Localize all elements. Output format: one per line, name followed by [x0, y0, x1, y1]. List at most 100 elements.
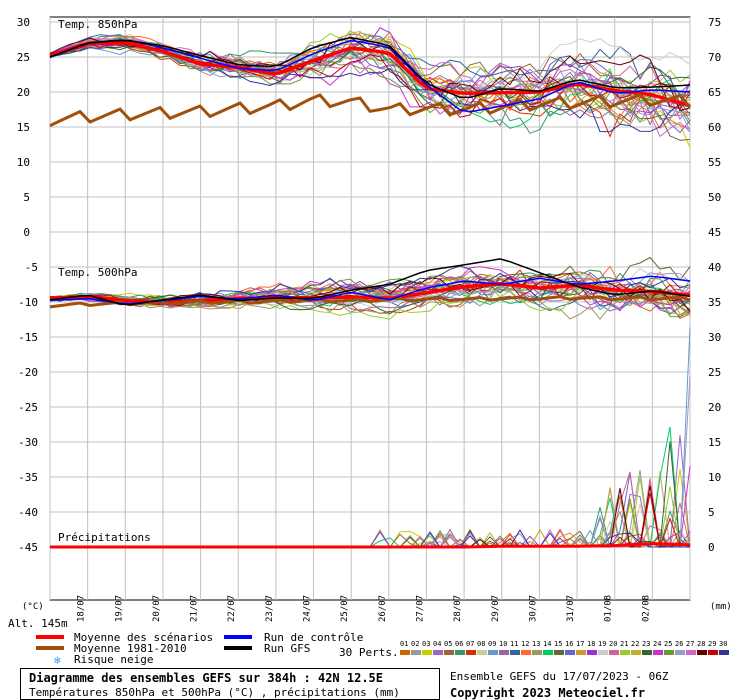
legend-mean-climo: Moyenne 1981-2010 — [74, 642, 187, 655]
perturbation-line — [49, 43, 691, 133]
pert-number: 25 — [664, 640, 672, 648]
t850-panel-label: Temp. 850hPa — [58, 18, 137, 31]
bottom-right-tick: 20 — [708, 401, 721, 414]
pert-swatch — [499, 650, 509, 655]
pert-number: 20 — [609, 640, 617, 648]
bottom-right-tick: 10 — [708, 471, 721, 484]
top-left-tick: 10 — [17, 156, 30, 169]
gfs-run-line — [49, 258, 691, 306]
bottom-left-tick: -45 — [18, 541, 38, 554]
pert-swatch — [642, 650, 652, 655]
bottom-right-tick: 40 — [708, 261, 721, 274]
pert-number: 23 — [642, 640, 650, 648]
x-tick-label: 24/07 — [303, 595, 313, 622]
top-left-tick: 0 — [23, 226, 30, 239]
bottom-right-tick: 0 — [708, 541, 715, 554]
pert-swatch — [543, 650, 553, 655]
x-tick-label: 20/07 — [152, 595, 162, 622]
series-lines — [49, 36, 692, 549]
snowflake-icon: ❄ — [54, 654, 61, 667]
pert-swatch — [554, 650, 564, 655]
title-box: Diagramme des ensembles GEFS sur 384h : … — [20, 668, 440, 700]
top-left-tick: 25 — [17, 51, 30, 64]
right-unit-label: (mm) — [710, 602, 732, 612]
x-tick-label: 21/07 — [190, 595, 200, 622]
pert-swatch — [532, 650, 542, 655]
precip-mean-line — [50, 541, 691, 549]
legend-control-run: Run de contrôle — [264, 631, 363, 644]
pert-number: 26 — [675, 640, 683, 648]
pert-swatch — [653, 650, 663, 655]
pert-number: 24 — [653, 640, 661, 648]
bottom-left-tick: -25 — [18, 401, 38, 414]
bottom-right-tick: 15 — [708, 436, 721, 449]
perturbation-line — [49, 283, 691, 320]
perturbation-legend: 01 02 03 04 05 06 07 08 09 10 11 12 13 14 15 16 17 18 19 20… — [400, 640, 729, 655]
pert-swatch — [521, 650, 531, 655]
pert-swatch — [719, 650, 729, 655]
x-tick-label: 02/08 — [641, 595, 651, 622]
copyright: Copyright 2023 Meteociel.fr — [450, 686, 646, 700]
pert-swatch — [466, 650, 476, 655]
x-tick-label: 29/07 — [491, 595, 501, 622]
top-left-tick: 20 — [17, 86, 30, 99]
bottom-left-tick: -40 — [18, 506, 38, 519]
x-tick-label: 28/07 — [453, 595, 463, 622]
x-tick-label: 01/08 — [604, 595, 614, 622]
pert-swatch — [477, 650, 487, 655]
pert-swatch — [433, 650, 443, 655]
pert-swatch — [598, 650, 608, 655]
pert-swatch — [697, 650, 707, 655]
top-left-tick: 30 — [17, 16, 30, 29]
precip-panel-label: Précipitations — [58, 531, 151, 544]
t500-panel-label: Temp. 500hPa — [58, 266, 137, 279]
pert-swatch — [576, 650, 586, 655]
bottom-left-tick: -35 — [18, 471, 38, 484]
pert-number: 13 — [532, 640, 540, 648]
x-tick-label: 26/07 — [378, 595, 388, 622]
pert-number: 01 — [400, 640, 408, 648]
legend-perts-label: 30 Perts. — [339, 646, 399, 659]
x-tick-label: 23/07 — [265, 595, 275, 622]
pert-number: 18 — [587, 640, 595, 648]
top-left-tick: 15 — [17, 121, 30, 134]
x-tick-label: 30/07 — [528, 595, 538, 622]
left-unit-label: (°C) — [22, 602, 44, 612]
pert-number: 04 — [433, 640, 441, 648]
bottom-left-tick: -30 — [18, 436, 38, 449]
pert-swatch — [510, 650, 520, 655]
perturbation-line — [49, 33, 691, 127]
top-right-tick: 60 — [708, 121, 721, 134]
bottom-right-tick: 25 — [708, 366, 721, 379]
pert-swatch — [631, 650, 641, 655]
legend-mean-scenarios: Moyenne des scénarios — [74, 631, 213, 644]
pert-number: 15 — [554, 640, 562, 648]
altitude-label: Alt. 145m — [8, 617, 68, 630]
x-tick-label: 19/07 — [114, 595, 124, 622]
pert-number: 30 — [719, 640, 727, 648]
axes: 18/07 19/07 20/07 21/07 22/07 23/07 24/07 25/07… — [17, 16, 722, 622]
pert-number: 21 — [620, 640, 628, 648]
pert-number: 17 — [576, 640, 584, 648]
top-right-tick: 55 — [708, 156, 721, 169]
pert-number: 09 — [488, 640, 496, 648]
pert-number: 06 — [455, 640, 463, 648]
pert-swatch — [664, 650, 674, 655]
pert-number: 11 — [510, 640, 518, 648]
pert-swatch — [411, 650, 421, 655]
chart-title: Diagramme des ensembles GEFS sur 384h : … — [29, 671, 384, 685]
bottom-right-tick: 5 — [708, 506, 715, 519]
chart-subtitle: Températures 850hPa et 500hPa (°C) , pré… — [29, 686, 400, 699]
pert-swatch — [609, 650, 619, 655]
pert-swatch — [587, 650, 597, 655]
pert-swatch — [620, 650, 630, 655]
pert-number: 14 — [543, 640, 551, 648]
perturbation-line — [49, 38, 691, 138]
bottom-left-tick: -5 — [25, 261, 38, 274]
pert-number: 03 — [422, 640, 430, 648]
pert-swatch — [444, 650, 454, 655]
pert-swatch — [422, 650, 432, 655]
pert-swatch — [400, 650, 410, 655]
top-right-tick: 65 — [708, 86, 721, 99]
